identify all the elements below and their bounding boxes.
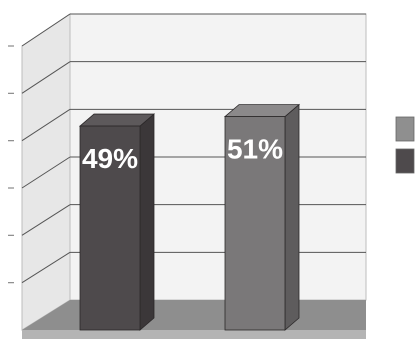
grid-line-side <box>21 156 71 189</box>
bar: 49% <box>78 113 156 331</box>
grid-line-side <box>21 108 71 142</box>
bar-value-label: 49% <box>82 143 138 174</box>
bar: 51% <box>223 103 301 331</box>
grid-line-side <box>21 251 71 284</box>
grid-line-side <box>21 204 71 236</box>
bar-front <box>224 116 286 331</box>
legend-swatch <box>395 116 415 142</box>
legend-swatch <box>395 148 415 174</box>
chart-floor-edge <box>22 330 366 339</box>
bar-side <box>284 103 300 331</box>
bars: 49% 51% <box>78 103 301 331</box>
bar-value-label: 51% <box>227 134 283 165</box>
grid-line-side <box>21 13 71 47</box>
grid-line-side <box>21 61 71 94</box>
bar-front <box>79 125 141 331</box>
y-axis-ticks <box>8 45 14 284</box>
legend <box>395 116 415 174</box>
bar-side <box>139 113 155 331</box>
